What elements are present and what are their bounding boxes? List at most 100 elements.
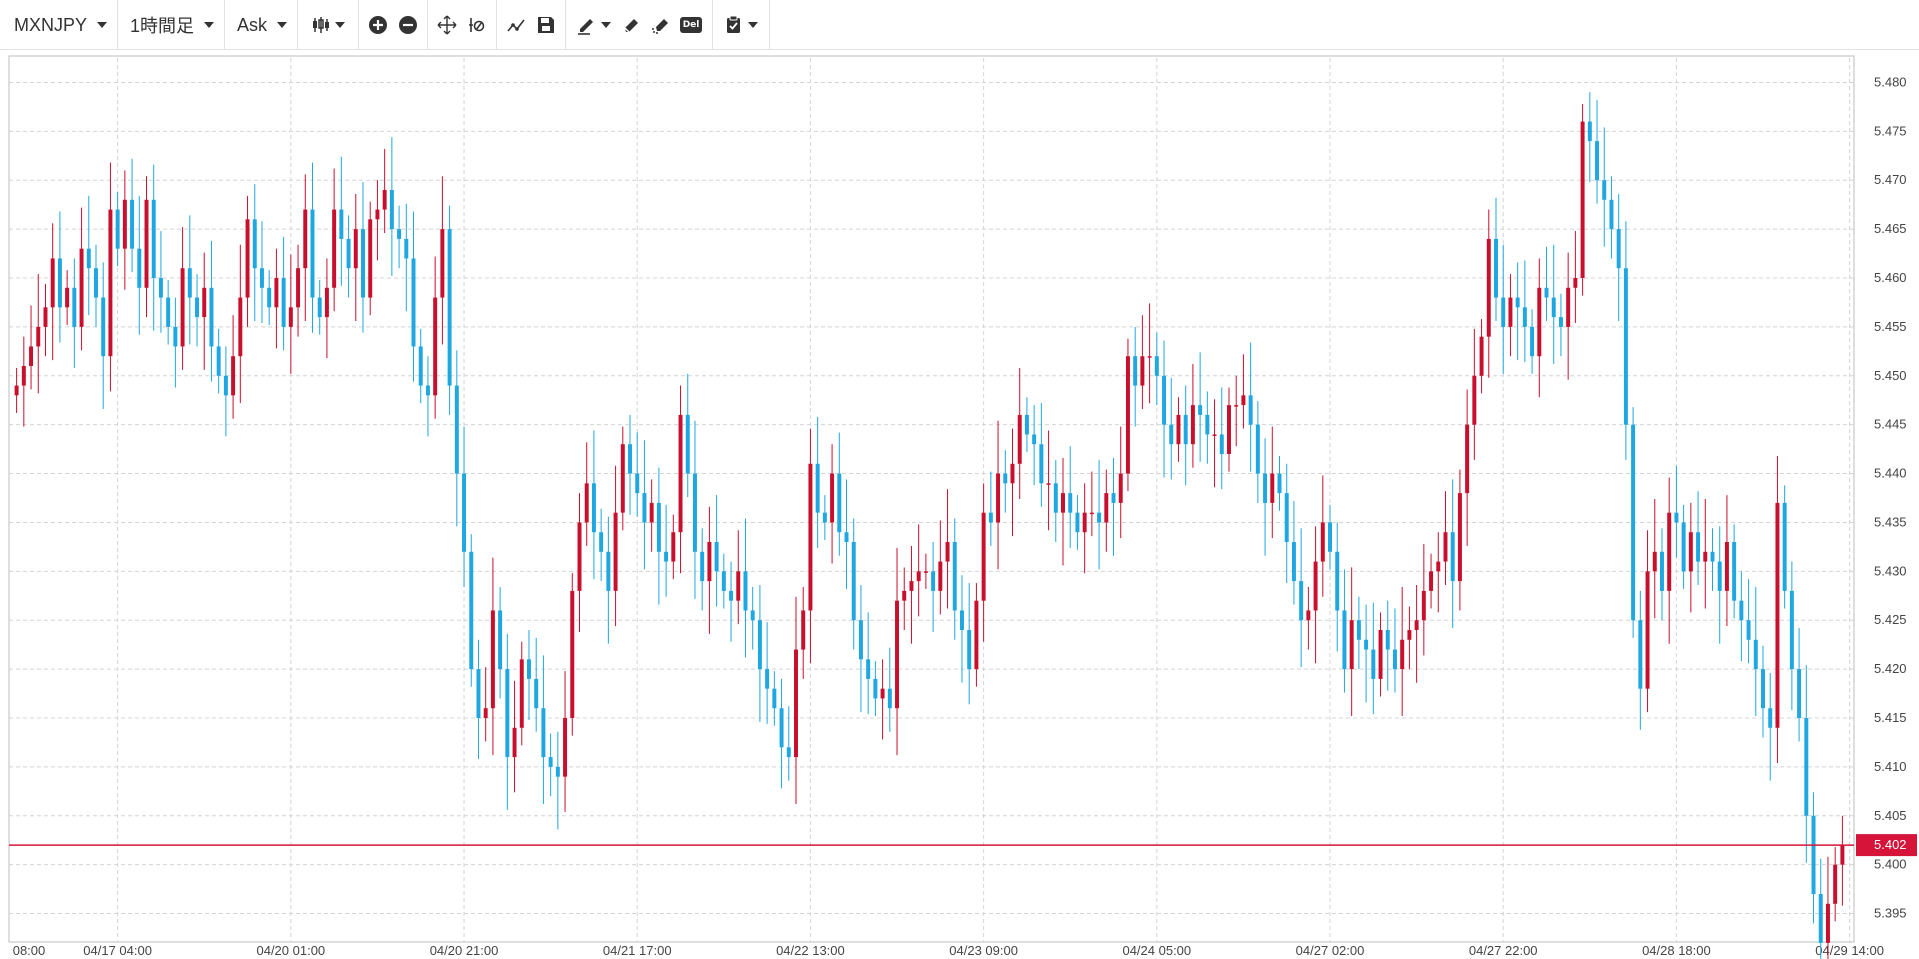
chart-type-button[interactable] bbox=[306, 8, 350, 42]
candle bbox=[433, 256, 438, 419]
candle bbox=[1580, 103, 1585, 296]
candle-body bbox=[548, 757, 553, 767]
delete-button[interactable]: Del bbox=[676, 8, 706, 42]
candle-body bbox=[1696, 532, 1701, 562]
candle-body bbox=[1652, 551, 1657, 572]
candle bbox=[1638, 590, 1643, 730]
candle bbox=[714, 495, 719, 607]
candle-body bbox=[1833, 864, 1838, 904]
y-tick-label: 5.420 bbox=[1874, 661, 1907, 676]
candle bbox=[1797, 628, 1802, 742]
candle-body bbox=[462, 473, 467, 552]
candlestick-chart[interactable]: 5.480 5.475 5.470 5.465 5.460 5.455 5.450 5.445… bbox=[0, 50, 1919, 959]
candle-body bbox=[317, 297, 322, 318]
price-type-select[interactable]: Ask bbox=[237, 15, 288, 36]
candle bbox=[1154, 332, 1159, 406]
timeframe-select[interactable]: 1時間足 bbox=[130, 12, 215, 38]
candle-body bbox=[1710, 551, 1715, 562]
candle-body bbox=[1320, 522, 1325, 562]
candle bbox=[700, 528, 705, 611]
crosshair-button[interactable] bbox=[462, 8, 492, 42]
candle bbox=[130, 158, 135, 273]
candle bbox=[462, 426, 467, 587]
candle-body bbox=[895, 600, 900, 709]
candle bbox=[476, 639, 481, 760]
candle bbox=[288, 254, 293, 374]
candle-body bbox=[1234, 405, 1239, 407]
pen-button[interactable] bbox=[572, 8, 616, 42]
candle bbox=[1631, 407, 1636, 638]
candle-body bbox=[526, 659, 531, 679]
move-button[interactable] bbox=[432, 8, 462, 42]
candle bbox=[1205, 391, 1210, 464]
plot-frame bbox=[8, 55, 1855, 943]
candle bbox=[245, 195, 250, 327]
candle bbox=[822, 495, 827, 541]
candle bbox=[750, 586, 755, 650]
zoom-out-icon bbox=[399, 16, 418, 34]
candle-body bbox=[923, 571, 928, 573]
candle bbox=[469, 534, 474, 687]
candle bbox=[382, 148, 387, 234]
eraser-button[interactable] bbox=[616, 8, 646, 42]
candle bbox=[844, 479, 849, 589]
candle-body bbox=[1183, 414, 1188, 445]
draw-line-button[interactable] bbox=[501, 8, 531, 42]
candle bbox=[1710, 528, 1715, 591]
candle bbox=[1104, 469, 1109, 552]
candle-body bbox=[1097, 512, 1102, 523]
candle-body bbox=[1746, 620, 1751, 640]
candle bbox=[707, 506, 712, 634]
symbol-select[interactable]: MXNJPY bbox=[14, 15, 108, 36]
candle-body bbox=[310, 209, 315, 298]
candle bbox=[166, 279, 171, 345]
chevron-down-icon bbox=[601, 22, 612, 28]
candle-body bbox=[1544, 287, 1549, 298]
candle bbox=[346, 215, 351, 298]
candle-body bbox=[1789, 590, 1794, 670]
y-tick-label: 5.410 bbox=[1874, 759, 1907, 774]
price-tag-bg bbox=[1856, 834, 1917, 857]
candle-body bbox=[649, 502, 654, 523]
save-button[interactable] bbox=[531, 8, 561, 42]
candle bbox=[1313, 526, 1318, 664]
candle bbox=[231, 315, 236, 419]
candle bbox=[1032, 405, 1037, 486]
candle-body bbox=[1688, 532, 1693, 572]
candle bbox=[1681, 504, 1686, 589]
chart-area[interactable]: 5.480 5.475 5.470 5.465 5.460 5.455 5.450 5.445… bbox=[0, 50, 1919, 959]
candle bbox=[303, 174, 308, 322]
candle bbox=[866, 612, 871, 715]
candle-body bbox=[505, 669, 510, 758]
candle bbox=[1335, 522, 1340, 652]
candle bbox=[1053, 459, 1058, 542]
candle-body bbox=[79, 248, 84, 327]
candle bbox=[512, 680, 517, 793]
candle-body bbox=[512, 727, 517, 758]
eraser-all-button[interactable] bbox=[646, 8, 676, 42]
candle-body bbox=[1198, 405, 1203, 415]
clipboard-button[interactable] bbox=[721, 8, 761, 42]
candle bbox=[692, 420, 697, 599]
candle bbox=[1724, 495, 1729, 627]
candle bbox=[916, 524, 921, 617]
candle-body bbox=[1400, 639, 1405, 670]
candle-body bbox=[1494, 238, 1498, 298]
candle-body bbox=[988, 512, 993, 523]
candle-body bbox=[959, 610, 964, 630]
candle-body bbox=[613, 512, 618, 591]
candle-body bbox=[902, 590, 907, 601]
candle-body bbox=[86, 248, 91, 269]
zoom-out-button[interactable] bbox=[393, 8, 423, 42]
candle-body bbox=[808, 463, 813, 611]
candle bbox=[570, 573, 575, 736]
candles bbox=[14, 92, 1845, 959]
candle-body bbox=[656, 502, 661, 552]
eraser-icon bbox=[624, 19, 639, 33]
candle-body bbox=[1075, 512, 1080, 533]
candle bbox=[1046, 430, 1051, 531]
candle-body bbox=[1342, 610, 1347, 670]
candle-body bbox=[1046, 483, 1051, 485]
candle-body bbox=[757, 620, 762, 670]
zoom-in-button[interactable] bbox=[363, 8, 393, 42]
